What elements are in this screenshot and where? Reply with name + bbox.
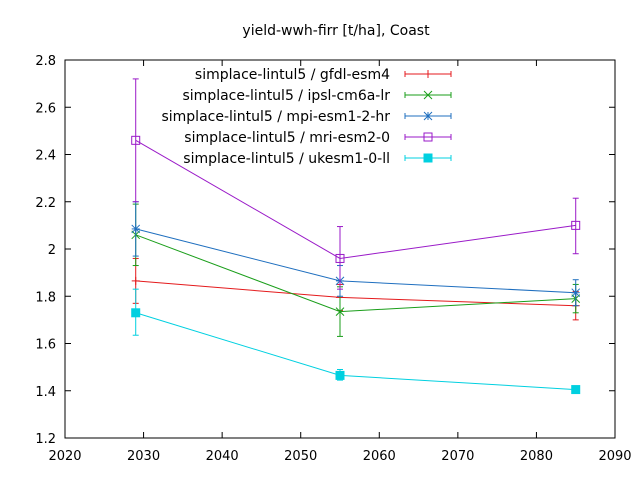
series-3 [131,78,581,290]
y-axis: 1.2 1.4 1.6 1.8 2 2.2 2.4 2.6 2.8 [35,54,615,447]
legend-marker [424,70,432,78]
data-point [131,135,141,145]
data-point [335,307,345,316]
x-axis: 2020 2030 2040 2050 2060 2070 2080 2090 [48,60,632,464]
legend-marker [423,111,433,121]
x-tick-label: 2030 [127,449,160,464]
data-point [335,370,345,380]
y-tick-label: 1.2 [35,432,56,447]
x-tick-label: 2050 [284,449,317,464]
data-point [131,276,140,285]
x-tick-label: 2090 [598,449,631,464]
legend-marker [423,90,433,100]
legend-label: simplace-lintul5 / ipsl-cm6a-lr [183,88,391,104]
series-layer [131,78,581,395]
legend-entry: simplace-lintul5 / gfdl-esm4 [195,67,452,83]
y-tick-label: 2 [48,243,56,258]
y-tick-label: 2.6 [35,101,56,116]
legend-entry: simplace-lintul5 / mpi-esm1-2-hr [161,109,452,125]
y-tick-label: 1.6 [35,338,56,353]
legend-marker [423,132,433,142]
x-tick-label: 2040 [206,449,239,464]
chart-title: yield-wwh-firr [t/ha], Coast [242,23,430,39]
y-tick-label: 1.8 [35,290,56,305]
series-line [135,234,576,313]
series-line [135,228,576,294]
legend-label: simplace-lintul5 / mri-esm2-0 [184,130,390,146]
data-point [131,308,141,318]
legend-marker [423,153,433,163]
legend-label: simplace-lintul5 / gfdl-esm4 [195,67,390,83]
data-point [131,224,141,234]
data-point [571,220,581,230]
x-tick-label: 2080 [520,449,553,464]
x-tick-label: 2070 [441,449,474,464]
legend-entry: simplace-lintul5 / ipsl-cm6a-lr [183,88,452,104]
y-tick-label: 2.4 [35,149,56,164]
legend-entry: simplace-lintul5 / mri-esm2-0 [184,130,452,146]
legend-entry: simplace-lintul5 / ukesm1-0-ll [183,151,452,167]
x-tick-label: 2060 [363,449,396,464]
series-1 [131,203,581,337]
legend-label: simplace-lintul5 / mpi-esm1-2-hr [161,109,390,125]
data-point [571,288,581,298]
legend-label: simplace-lintul5 / ukesm1-0-ll [183,151,390,167]
x-tick-label: 2020 [48,449,81,464]
data-point [335,253,345,263]
series-4 [131,288,581,395]
y-tick-label: 2.2 [35,196,56,211]
legend: simplace-lintul5 / gfdl-esm4 simplace-lin… [161,67,452,167]
data-point [571,385,581,395]
y-tick-label: 2.8 [35,54,56,69]
series-line [135,312,576,391]
series-2 [131,201,581,307]
y-tick-label: 1.4 [35,385,56,400]
